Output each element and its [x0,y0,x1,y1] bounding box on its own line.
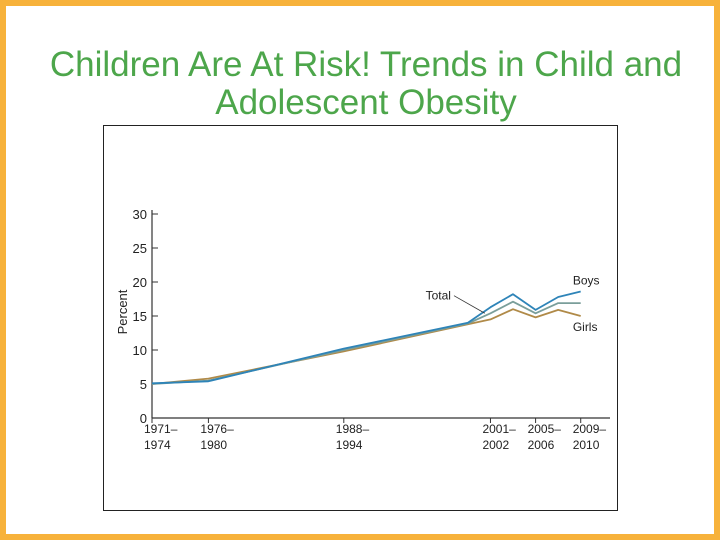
x-tick-label: 2009– [573,422,607,436]
y-tick-label: 0 [140,411,147,426]
series-line-total [151,300,581,385]
series-line-girls [151,308,581,385]
x-tick-label: 1976– [200,422,234,436]
x-tick-label: 1971– [144,422,178,436]
series-label-total: Total [426,289,451,303]
series-label-boys: Boys [573,274,600,288]
series-label-girls: Girls [573,320,598,334]
series-label-leader-total [453,295,486,314]
x-tick-label: 1974 [144,438,171,452]
chart-frame: 0 5 10 15 20 25 30 Percent 1971– 1974 1976– 1980 198… [103,125,618,511]
x-tick-label: 1980 [200,438,227,452]
x-tick-label: 1994 [336,438,363,452]
y-tick-label: 20 [133,275,147,290]
x-tick-label: 2006 [528,438,555,452]
x-tick-label: 2002 [482,438,509,452]
y-tick-label: 10 [133,343,147,358]
y-tick-label: 30 [133,207,147,222]
y-tick-label: 25 [133,241,147,256]
x-tick-label: 2001– [482,422,516,436]
series-line-boys [151,290,581,385]
obesity-trend-chart: 0 5 10 15 20 25 30 Percent 1971– 1974 1976– 1980 198… [115,207,610,452]
x-tick-label: 2005– [528,422,562,436]
y-tick-label: 5 [140,377,147,392]
x-tick-label: 1988– [336,422,370,436]
x-tick-label: 2010 [573,438,600,452]
slide-title: Children Are At Risk! Trends in Child an… [49,45,683,122]
y-tick-label: 15 [133,309,147,324]
y-axis-label: Percent [115,289,130,334]
